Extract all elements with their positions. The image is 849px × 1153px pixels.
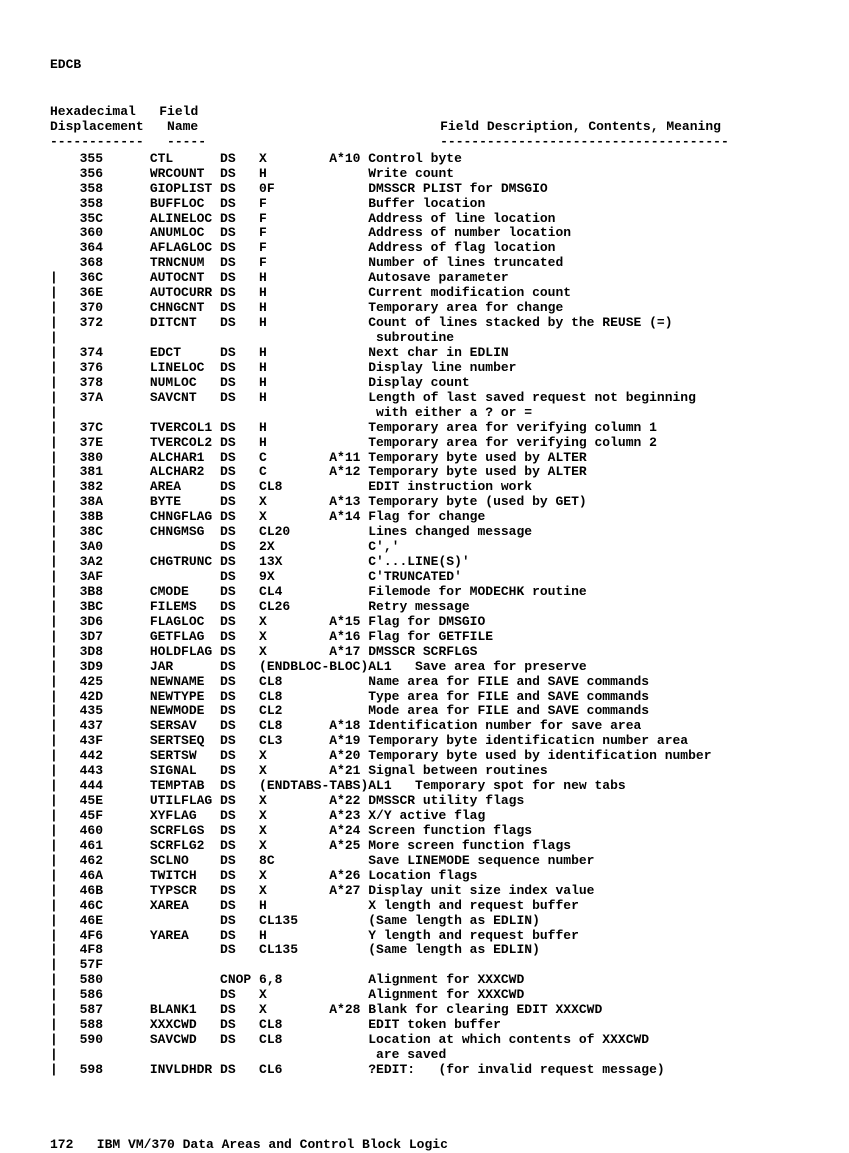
page-footer: 172 IBM VM/370 Data Areas and Control Bl…	[50, 1138, 799, 1153]
table-row: | 3D8 HOLDFLAG DS X A*17 DMSSCR SCRFLGS	[50, 645, 799, 660]
table-row: | 36C AUTOCNT DS H Autosave parameter	[50, 271, 799, 286]
column-rules: ------------ ----- ---------------------…	[50, 135, 799, 150]
table-row: | 598 INVLDHDR DS CL6 ?EDIT: (for invali…	[50, 1063, 799, 1078]
table-row: 358 BUFFLOC DS F Buffer location	[50, 197, 799, 212]
table-row: | 380 ALCHAR1 DS C A*11 Temporary byte u…	[50, 451, 799, 466]
table-row: | 46B TYPSCR DS X A*27 Display unit size…	[50, 884, 799, 899]
table-row: | 461 SCRFLG2 DS X A*25 More screen func…	[50, 839, 799, 854]
table-row-continuation: | are saved	[50, 1048, 799, 1063]
table-row: | 38B CHNGFLAG DS X A*14 Flag for change	[50, 510, 799, 525]
table-row: | 46C XAREA DS H X length and request bu…	[50, 899, 799, 914]
table-row: 358 GIOPLIST DS 0F DMSSCR PLIST for DMSG…	[50, 182, 799, 197]
table-row: | 42D NEWTYPE DS CL8 Type area for FILE …	[50, 690, 799, 705]
table-row: | 435 NEWMODE DS CL2 Mode area for FILE …	[50, 704, 799, 719]
table-row: | 3AF DS 9X C'TRUNCATED'	[50, 570, 799, 585]
table-row: | 3A0 DS 2X C','	[50, 540, 799, 555]
table-row: | 588 XXXCWD DS CL8 EDIT token buffer	[50, 1018, 799, 1033]
table-row: 35C ALINELOC DS F Address of line locati…	[50, 212, 799, 227]
table-row: | 462 SCLNO DS 8C Save LINEMODE sequence…	[50, 854, 799, 869]
table-row: | 46E DS CL135 (Same length as EDLIN)	[50, 914, 799, 929]
table-row: | 45F XYFLAG DS X A*23 X/Y active flag	[50, 809, 799, 824]
col-hex-header: Hexadecimal	[50, 104, 136, 119]
table-row: | 381 ALCHAR2 DS C A*12 Temporary byte u…	[50, 465, 799, 480]
table-row: | 37C TVERCOL1 DS H Temporary area for v…	[50, 421, 799, 436]
table-row: | 45E UTILFLAG DS X A*22 DMSSCR utility …	[50, 794, 799, 809]
table-row: | 36E AUTOCURR DS H Current modification…	[50, 286, 799, 301]
col-displacement-label: Displacement	[50, 119, 144, 134]
table-body: 355 CTL DS X A*10 Control byte 356 WRCOU…	[50, 152, 799, 1078]
table-row: | 3D9 JAR DS (ENDBLOC-BLOC)AL1 Save area…	[50, 660, 799, 675]
table-row: | 3D7 GETFLAG DS X A*16 Flag for GETFILE	[50, 630, 799, 645]
col-field-header: Field	[159, 104, 198, 119]
table-row: | 444 TEMPTAB DS (ENDTABS-TABS)AL1 Tempo…	[50, 779, 799, 794]
table-row: | 38A BYTE DS X A*13 Temporary byte (use…	[50, 495, 799, 510]
column-header-line2: Displacement Name Field Description, Con…	[50, 120, 799, 135]
table-row-continuation: | subroutine	[50, 331, 799, 346]
table-row: | 580 CNOP 6,8 Alignment for XXXCWD	[50, 973, 799, 988]
table-row: | 442 SERTSW DS X A*20 Temporary byte us…	[50, 749, 799, 764]
table-row: | 3B8 CMODE DS CL4 Filemode for MODECHK …	[50, 585, 799, 600]
column-header-line1: Hexadecimal Field	[50, 105, 799, 120]
table-row: | 382 AREA DS CL8 EDIT instruction work	[50, 480, 799, 495]
table-row: | 370 CHNGCNT DS H Temporary area for ch…	[50, 301, 799, 316]
table-row: | 3BC FILEMS DS CL26 Retry message	[50, 600, 799, 615]
table-row: | 38C CHNGMSG DS CL20 Lines changed mess…	[50, 525, 799, 540]
table-row: | 372 DITCNT DS H Count of lines stacked…	[50, 316, 799, 331]
table-row: | 443 SIGNAL DS X A*21 Signal between ro…	[50, 764, 799, 779]
table-row: | 3D6 FLAGLOC DS X A*15 Flag for DMSGIO	[50, 615, 799, 630]
table-row: | 3A2 CHGTRUNC DS 13X C'...LINE(S)'	[50, 555, 799, 570]
table-row: | 37E TVERCOL2 DS H Temporary area for v…	[50, 436, 799, 451]
table-row: | 460 SCRFLGS DS X A*24 Screen function …	[50, 824, 799, 839]
table-row: 364 AFLAGLOC DS F Address of flag locati…	[50, 241, 799, 256]
table-row: 356 WRCOUNT DS H Write count	[50, 167, 799, 182]
table-row: | 378 NUMLOC DS H Display count	[50, 376, 799, 391]
table-row: | 46A TWITCH DS X A*26 Location flags	[50, 869, 799, 884]
table-row: | 590 SAVCWD DS CL8 Location at which co…	[50, 1033, 799, 1048]
table-row: | 586 DS X Alignment for XXXCWD	[50, 988, 799, 1003]
table-row: | 437 SERSAV DS CL8 A*18 Identification …	[50, 719, 799, 734]
table-row: | 425 NEWNAME DS CL8 Name area for FILE …	[50, 675, 799, 690]
table-row: 368 TRNCNUM DS F Number of lines truncat…	[50, 256, 799, 271]
col-desc-label: Field Description, Contents, Meaning	[440, 119, 721, 134]
table-row: | 37A SAVCNT DS H Length of last saved r…	[50, 391, 799, 406]
table-row: | 587 BLANK1 DS X A*28 Blank for clearin…	[50, 1003, 799, 1018]
table-row: | 4F6 YAREA DS H Y length and request bu…	[50, 929, 799, 944]
table-row: | 374 EDCT DS H Next char in EDLIN	[50, 346, 799, 361]
table-row: 360 ANUMLOC DS F Address of number locat…	[50, 226, 799, 241]
table-row: | 4F8 DS CL135 (Same length as EDLIN)	[50, 943, 799, 958]
page: EDCB Hexadecimal Field Displacement Name…	[0, 0, 849, 1153]
doc-title: EDCB	[50, 58, 799, 73]
table-row-continuation: | with either a ? or =	[50, 406, 799, 421]
table-row: 355 CTL DS X A*10 Control byte	[50, 152, 799, 167]
table-row: | 43F SERTSEQ DS CL3 A*19 Temporary byte…	[50, 734, 799, 749]
table-row: | 57F	[50, 958, 799, 973]
col-name-label: Name	[167, 119, 198, 134]
table-row: | 376 LINELOC DS H Display line number	[50, 361, 799, 376]
